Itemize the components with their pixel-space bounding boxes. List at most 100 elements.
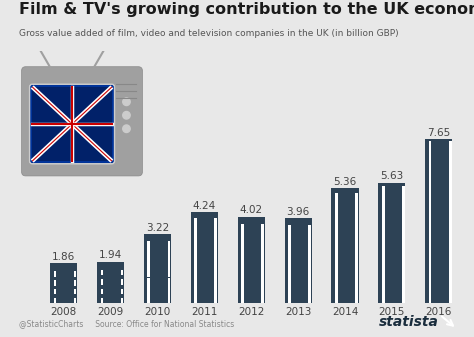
- Bar: [449, 280, 452, 301]
- Bar: [241, 284, 244, 296]
- Bar: [194, 237, 197, 249]
- Bar: [167, 259, 170, 268]
- Bar: [288, 275, 291, 286]
- Bar: [74, 289, 76, 294]
- Bar: [147, 241, 150, 250]
- Bar: [288, 285, 291, 296]
- Bar: [194, 227, 197, 239]
- Bar: [194, 285, 197, 297]
- Bar: [54, 280, 56, 285]
- Bar: [428, 280, 431, 301]
- Bar: [121, 279, 123, 285]
- Bar: [449, 170, 452, 192]
- Bar: [147, 259, 150, 268]
- Bar: [121, 288, 123, 294]
- Bar: [355, 213, 358, 228]
- Bar: [214, 295, 217, 306]
- Bar: [355, 203, 358, 218]
- Bar: [121, 298, 123, 303]
- Bar: [335, 273, 337, 288]
- Bar: [428, 260, 431, 281]
- Bar: [214, 285, 217, 297]
- Bar: [335, 283, 337, 298]
- Bar: [449, 220, 452, 241]
- Text: 1.94: 1.94: [99, 250, 122, 260]
- Bar: [425, 139, 452, 303]
- Text: 4.02: 4.02: [240, 205, 263, 215]
- Bar: [167, 278, 170, 286]
- Bar: [167, 296, 170, 305]
- Bar: [335, 233, 337, 248]
- Bar: [428, 190, 431, 212]
- Text: 1.86: 1.86: [52, 252, 75, 262]
- Bar: [449, 141, 452, 162]
- Bar: [261, 234, 264, 245]
- FancyBboxPatch shape: [29, 84, 115, 164]
- Bar: [74, 298, 76, 303]
- Bar: [449, 200, 452, 221]
- Bar: [308, 245, 311, 256]
- Bar: [402, 225, 405, 241]
- Bar: [144, 234, 171, 303]
- Circle shape: [123, 112, 130, 119]
- Bar: [241, 234, 244, 245]
- Bar: [308, 295, 311, 306]
- Bar: [308, 235, 311, 246]
- Bar: [241, 274, 244, 285]
- Bar: [428, 180, 431, 202]
- Bar: [335, 203, 337, 218]
- Bar: [261, 284, 264, 296]
- Bar: [382, 273, 384, 289]
- Bar: [241, 224, 244, 235]
- Bar: [194, 295, 197, 306]
- Bar: [288, 245, 291, 256]
- Bar: [241, 254, 244, 265]
- Bar: [100, 270, 103, 275]
- Bar: [167, 250, 170, 259]
- Bar: [428, 270, 431, 291]
- Bar: [402, 186, 405, 202]
- Bar: [54, 272, 56, 277]
- Bar: [402, 196, 405, 212]
- Bar: [288, 295, 291, 306]
- Bar: [100, 279, 103, 285]
- Text: 4.24: 4.24: [193, 201, 216, 211]
- Bar: [335, 253, 337, 268]
- Text: Film & TV's growing contribution to the UK economy: Film & TV's growing contribution to the …: [19, 2, 474, 17]
- Bar: [355, 253, 358, 268]
- Bar: [449, 180, 452, 202]
- Bar: [261, 244, 264, 255]
- Bar: [355, 273, 358, 288]
- Bar: [147, 287, 150, 296]
- Bar: [100, 288, 103, 294]
- Bar: [382, 225, 384, 241]
- Bar: [449, 230, 452, 251]
- Bar: [449, 260, 452, 281]
- Bar: [214, 247, 217, 258]
- Text: @StatisticCharts     Source: Office for National Statistics: @StatisticCharts Source: Office for Nati…: [19, 319, 234, 329]
- Bar: [335, 293, 337, 308]
- Bar: [214, 227, 217, 239]
- Bar: [428, 170, 431, 192]
- Bar: [428, 290, 431, 311]
- Bar: [428, 150, 431, 172]
- Bar: [335, 263, 337, 278]
- Bar: [402, 283, 405, 299]
- Bar: [449, 250, 452, 271]
- Bar: [241, 295, 244, 306]
- Bar: [402, 254, 405, 270]
- Bar: [147, 269, 150, 277]
- Bar: [355, 223, 358, 238]
- Bar: [167, 241, 170, 250]
- Bar: [308, 285, 311, 296]
- Bar: [194, 266, 197, 278]
- Bar: [194, 275, 197, 287]
- Bar: [191, 212, 218, 303]
- Bar: [355, 233, 358, 248]
- Bar: [382, 186, 384, 202]
- Bar: [382, 206, 384, 221]
- Bar: [335, 223, 337, 238]
- Bar: [237, 217, 265, 303]
- Bar: [288, 235, 291, 246]
- Circle shape: [123, 125, 130, 132]
